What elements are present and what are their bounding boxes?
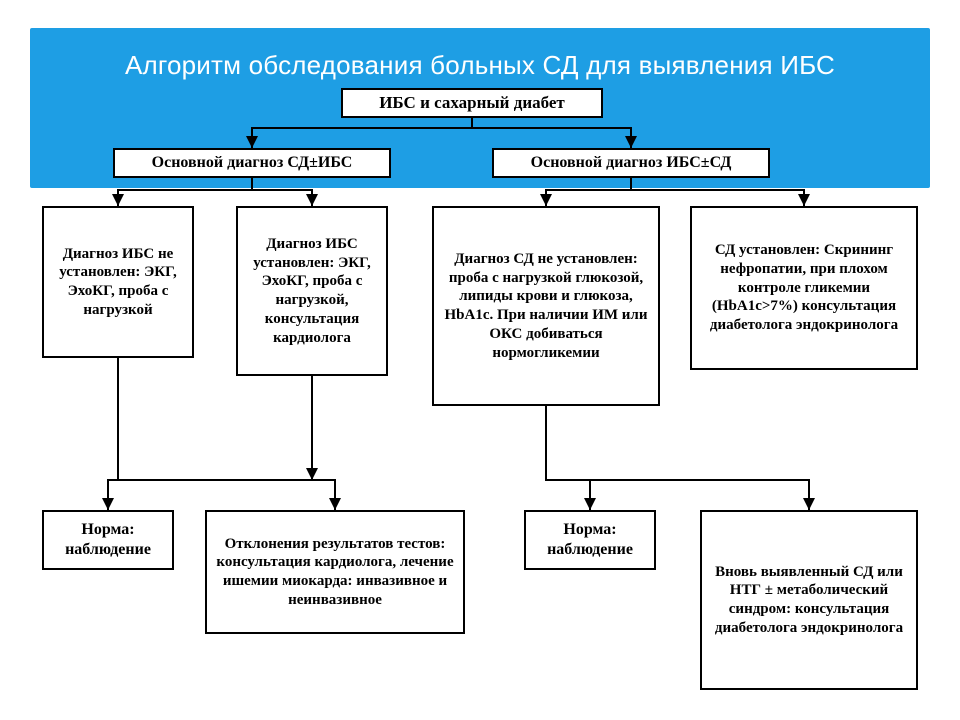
flowchart-edge-B1-D2 — [546, 406, 809, 510]
flowchart-node-root: ИБС и сахарный диабет — [341, 88, 603, 118]
flowchart-node-A1: Диагноз ИБС не установлен: ЭКГ, ЭхоКГ, п… — [42, 206, 194, 358]
flowchart-edge-L1a-A2 — [252, 178, 312, 206]
flowchart-edge-root-L1b — [472, 118, 631, 148]
flowchart-node-A2: Диагноз ИБС установлен: ЭКГ, ЭхоКГ, проб… — [236, 206, 388, 376]
flowchart-node-L1a: Основной диагноз СД±ИБС — [113, 148, 391, 178]
flowchart-node-D2: Вновь выявленный СД или НТГ ± метаболиче… — [700, 510, 918, 690]
flowchart-node-D1: Норма: наблюдение — [524, 510, 656, 570]
flowchart-edge-A1-C2 — [118, 358, 335, 510]
flowchart-edge-A1-C1 — [108, 358, 118, 510]
flowchart-node-B2: СД установлен: Скрининг нефропатии, при … — [690, 206, 918, 370]
flowchart-edge-root-L1a — [252, 118, 472, 148]
flowchart-edge-B1-D1 — [546, 406, 590, 510]
flowchart-canvas: ИБС и сахарный диабет Основной диагноз СД… — [0, 0, 960, 720]
flowchart-edge-L1a-A1 — [118, 178, 252, 206]
flowchart-node-B1: Диагноз СД не установлен: проба с нагруз… — [432, 206, 660, 406]
flowchart-edge-L1b-B1 — [546, 178, 631, 206]
flowchart-node-C2: Отклонения результатов тестов: консульта… — [205, 510, 465, 634]
flowchart-edge-L1b-B2 — [631, 178, 804, 206]
flowchart-node-L1b: Основной диагноз ИБС±СД — [492, 148, 770, 178]
flowchart-node-C1: Норма: наблюдение — [42, 510, 174, 570]
